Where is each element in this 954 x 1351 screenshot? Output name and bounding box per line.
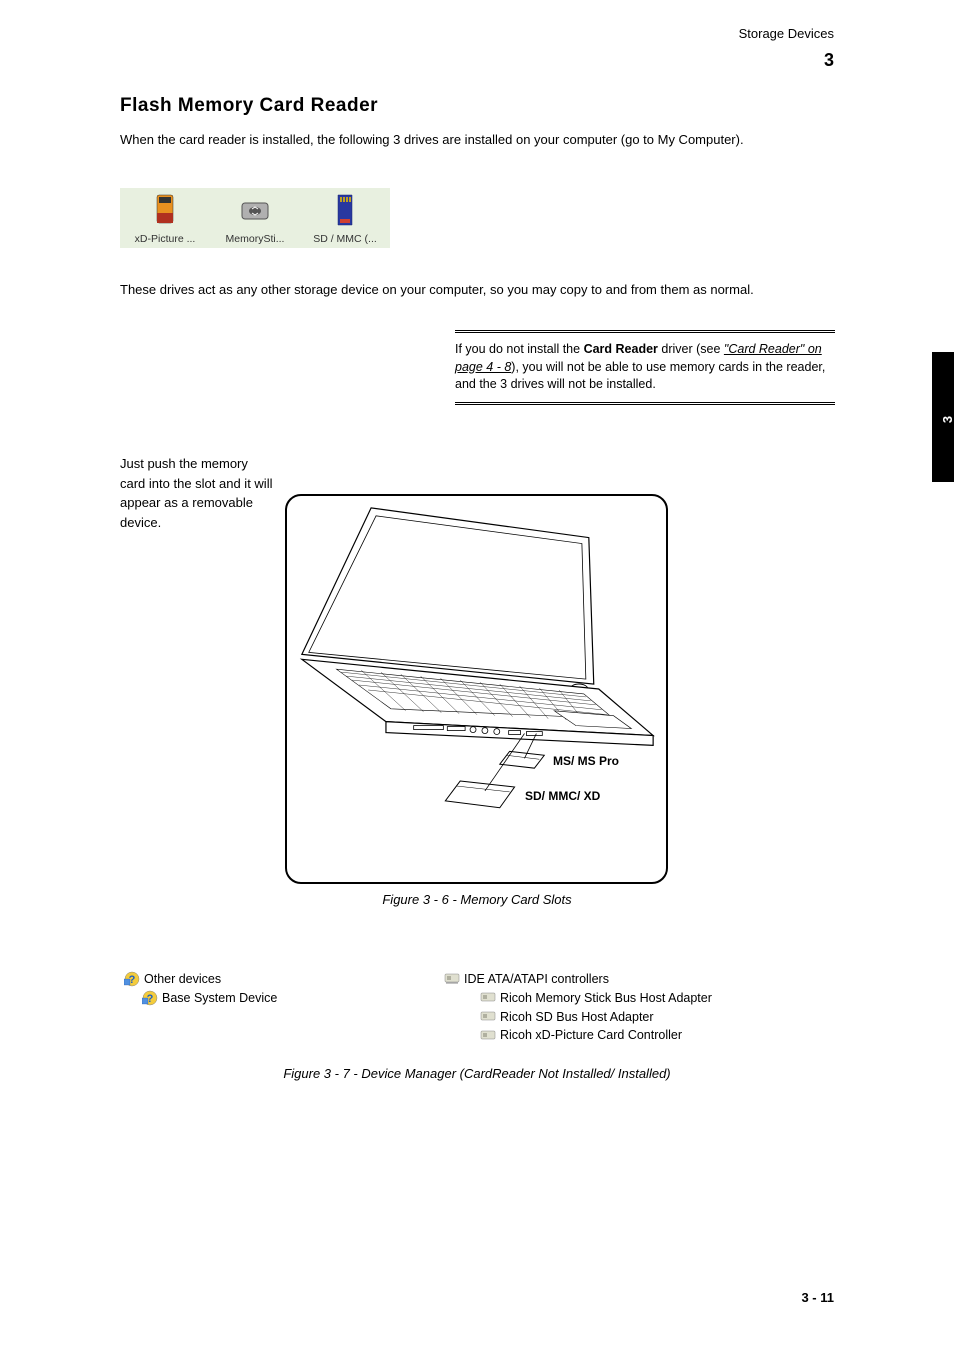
page-header-breadcrumb: Storage Devices [739, 26, 834, 41]
body-text-intro: When the card reader is installed, the f… [120, 130, 834, 150]
body-text-drives: These drives act as any other storage de… [120, 280, 834, 300]
drive-label-sd: SD / MMC (... [305, 233, 385, 245]
dm-ricoh-xd[interactable]: Ricoh xD-Picture Card Controller [480, 1026, 712, 1045]
figure-caption-slots: Figure 3 - 6 - Memory Card Slots [120, 892, 834, 907]
page-number-bottom: 3 - 11 [801, 1290, 834, 1305]
notice-mid: driver (see [658, 342, 724, 356]
drive-item-sd[interactable]: SD / MMC (... [305, 191, 385, 245]
drive-item-xd[interactable]: xD-Picture ... [125, 191, 205, 245]
ide-controller-icon [480, 991, 496, 1005]
notice-suffix: ), you will not be able to use memory ca… [455, 360, 825, 392]
notice-box: If you do not install the Card Reader dr… [455, 330, 835, 405]
xd-picture-icon [145, 191, 185, 231]
dm-tree-left: ? Other devices ? Base System Device [124, 970, 404, 1045]
dm-ide-controllers[interactable]: IDE ATA/ATAPI controllers [444, 970, 712, 989]
drive-icons-row: xD-Picture ... MemorySti... SD / MMC (..… [120, 188, 390, 248]
dm-ricoh-xd-label: Ricoh xD-Picture Card Controller [500, 1026, 682, 1045]
sd-card-icon [325, 191, 365, 231]
question-icon: ? [142, 990, 158, 1006]
question-icon: ? [124, 971, 140, 987]
device-manager-row: ? Other devices ? Base System Device IDE… [124, 970, 712, 1045]
device-manager-caption: Figure 3 - 7 - Device Manager (CardReade… [120, 1066, 834, 1081]
ide-controller-icon [480, 1029, 496, 1043]
side-tab-label: 3 [940, 416, 954, 423]
dm-ricoh-ms-label: Ricoh Memory Stick Bus Host Adapter [500, 989, 712, 1008]
dm-tree-right: IDE ATA/ATAPI controllers Ricoh Memory S… [444, 970, 712, 1045]
dm-base-system-label: Base System Device [162, 989, 277, 1008]
ide-controller-icon [480, 1010, 496, 1024]
ide-controller-icon [444, 972, 460, 986]
page-number-top: 3 [824, 50, 834, 71]
laptop-drawing [287, 496, 666, 882]
slot-label-sdmmc: SD/ MMC/ XD [525, 789, 600, 803]
slot-label-mspro: MS/ MS Pro [553, 754, 619, 768]
dm-ricoh-sd[interactable]: Ricoh SD Bus Host Adapter [480, 1008, 712, 1027]
dm-ricoh-ms[interactable]: Ricoh Memory Stick Bus Host Adapter [480, 989, 712, 1008]
notice-bold: Card Reader [584, 342, 658, 356]
body-text-1-content: When the card reader is installed, the f… [120, 132, 744, 147]
memory-stick-icon [235, 191, 275, 231]
body-text-push: Just push the memory card into the slot … [120, 454, 275, 532]
notice-link-text: page 4 - 8 [455, 360, 511, 374]
notice-link-target: "Card Reader" on [724, 342, 822, 356]
drive-label-xd: xD-Picture ... [125, 233, 205, 245]
dm-ide-label: IDE ATA/ATAPI controllers [464, 970, 609, 989]
notice-prefix: If you do not install the [455, 342, 584, 356]
dm-base-system-device[interactable]: ? Base System Device [142, 989, 404, 1008]
drive-item-ms[interactable]: MemorySti... [215, 191, 295, 245]
drive-label-ms: MemorySti... [215, 233, 295, 245]
laptop-figure: MS/ MS Pro SD/ MMC/ XD [285, 494, 668, 884]
dm-other-devices-label: Other devices [144, 970, 221, 989]
dm-ricoh-sd-label: Ricoh SD Bus Host Adapter [500, 1008, 654, 1027]
dm-other-devices[interactable]: ? Other devices [124, 970, 404, 989]
section-title: Flash Memory Card Reader [120, 95, 378, 117]
